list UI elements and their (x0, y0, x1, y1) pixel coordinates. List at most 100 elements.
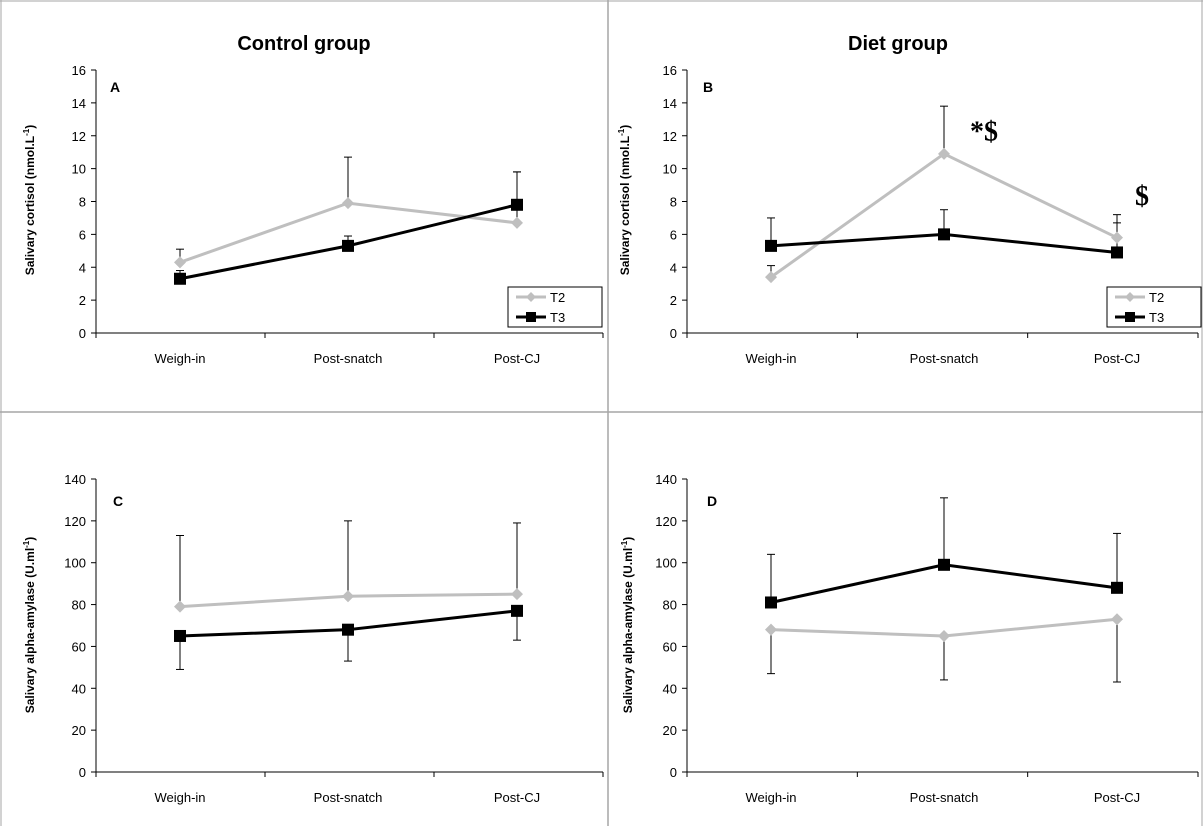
legend-label-T3: T3 (550, 310, 565, 325)
panel-letter: C (113, 493, 123, 509)
x-tick-label: Weigh-in (745, 351, 796, 366)
y-tick-label: 80 (72, 598, 86, 613)
panel-D: 0 20 40 60 80 100 120 140 Weigh-in Post-snatch Pos… (620, 472, 1199, 805)
data-point-T2 (342, 590, 354, 603)
y-tick-label: 140 (64, 472, 86, 487)
y-axis-label: Salivary alpha-amylase (U.ml-1) (620, 537, 635, 714)
legend-label-T2: T2 (550, 290, 565, 305)
y-tick-label: 60 (663, 639, 677, 654)
legend-swatch-marker-T2 (526, 292, 536, 302)
y-tick-label: 4 (670, 260, 677, 275)
data-point-T3 (938, 558, 950, 571)
y-axis-label-sup: -1 (620, 540, 629, 548)
y-tick-label: 0 (79, 765, 86, 780)
data-point-T2 (938, 147, 950, 160)
data-point-T3 (1111, 246, 1123, 259)
x-tick-label: Post-CJ (494, 351, 540, 366)
y-tick-label: 2 (670, 293, 677, 308)
data-point-T2 (342, 197, 354, 210)
x-tick-label: Post-CJ (1094, 790, 1140, 805)
chart-panels: 0 2 4 6 8 10 12 14 16 Weigh-in Post-snatch Post-CJ C… (22, 33, 1202, 805)
y-tick-label: 4 (79, 260, 86, 275)
y-tick-label: 6 (670, 227, 677, 242)
y-axis-label-text: Salivary alpha-amylase (U.ml (621, 548, 635, 713)
y-tick-label: 100 (655, 556, 677, 571)
legend-label-T2: T2 (1149, 290, 1164, 305)
y-tick-label: 0 (670, 326, 677, 341)
data-point-T3 (342, 623, 354, 636)
x-tick-label: Weigh-in (154, 790, 205, 805)
y-tick-label: 16 (72, 63, 86, 78)
panel-letter: A (110, 79, 120, 95)
y-axis-label-end: ) (621, 537, 635, 541)
x-tick-label: Post-snatch (910, 351, 979, 366)
y-tick-label: 0 (79, 326, 86, 341)
y-tick-label: 16 (663, 63, 677, 78)
y-tick-label: 0 (670, 765, 677, 780)
data-point-T3 (765, 596, 777, 609)
x-tick-label: Post-snatch (314, 790, 383, 805)
y-tick-label: 20 (663, 723, 677, 738)
y-tick-label: 12 (72, 129, 86, 144)
y-axis-label-end: ) (23, 537, 37, 541)
x-tick-label: Post-snatch (314, 351, 383, 366)
y-axis-label-text: Salivary alpha-amylase (U.ml (23, 548, 37, 713)
x-tick-label: Post-snatch (910, 790, 979, 805)
x-tick-label: Post-CJ (1094, 351, 1140, 366)
data-point-T2 (174, 600, 186, 613)
y-tick-label: 100 (64, 556, 86, 571)
x-tick-label: Weigh-in (745, 790, 796, 805)
legend-box (1106, 286, 1202, 328)
panel-letter: B (703, 79, 713, 95)
data-point-T2 (511, 216, 523, 229)
data-point-T2 (765, 271, 777, 284)
legend-label-T3: T3 (1149, 310, 1164, 325)
x-tick-label: Post-CJ (494, 790, 540, 805)
y-axis-label-sup: -1 (22, 540, 31, 548)
y-tick-label: 8 (79, 195, 86, 210)
y-tick-label: 14 (72, 96, 86, 111)
y-tick-label: 80 (663, 598, 677, 613)
legend-swatch-marker-T3 (1125, 312, 1135, 322)
y-axis-label-end: ) (23, 125, 37, 129)
y-axis-label: Salivary cortisol (nmol.L-1) (22, 125, 37, 276)
y-tick-label: 2 (79, 293, 86, 308)
y-tick-label: 12 (663, 129, 677, 144)
chart-title: Diet group (848, 33, 948, 55)
x-tick-label: Weigh-in (154, 351, 205, 366)
y-tick-label: 40 (72, 681, 86, 696)
y-axis-label-text: Salivary cortisol (nmol.L (618, 136, 632, 275)
data-point-T2 (174, 256, 186, 269)
data-point-T3 (174, 629, 186, 642)
y-tick-label: 14 (663, 96, 677, 111)
y-tick-label: 20 (72, 723, 86, 738)
panel-C: 0 20 40 60 80 100 120 140 Weigh-in Post-snatch Pos… (22, 472, 604, 805)
y-tick-label: 8 (670, 195, 677, 210)
data-point-T3 (511, 604, 523, 617)
data-point-T3 (511, 198, 523, 211)
y-tick-label: 120 (655, 514, 677, 529)
panel-letter: D (707, 493, 717, 509)
y-axis-label-end: ) (618, 125, 632, 129)
y-axis-label-sup: -1 (617, 128, 626, 136)
legend-swatch-marker-T3 (526, 312, 536, 322)
y-tick-label: 140 (655, 472, 677, 487)
data-point-T3 (1111, 581, 1123, 594)
panel-B: 0 2 4 6 8 10 12 14 16 Weigh-in Post-snatch Post-CJ D… (617, 33, 1202, 366)
y-axis-label: Salivary alpha-amylase (U.ml-1) (22, 537, 37, 714)
data-point-T3 (342, 239, 354, 252)
y-axis-label-sup: -1 (22, 128, 31, 136)
data-point-T2 (938, 629, 950, 642)
significance-annotation: *$ (970, 117, 998, 148)
y-axis-label: Salivary cortisol (nmol.L-1) (617, 125, 632, 276)
y-tick-label: 120 (64, 514, 86, 529)
data-point-T2 (1111, 231, 1123, 244)
chart-title: Control group (237, 33, 370, 55)
data-point-T3 (765, 239, 777, 252)
legend-swatch-marker-T2 (1125, 292, 1135, 302)
data-point-T3 (174, 272, 186, 285)
legend-box (507, 286, 603, 328)
data-point-T2 (765, 623, 777, 636)
